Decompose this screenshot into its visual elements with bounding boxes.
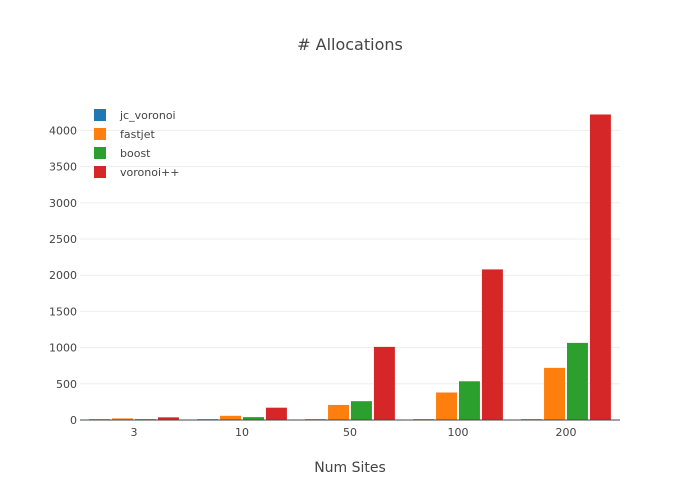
legend-label: fastjet	[120, 128, 155, 141]
x-tick-label: 10	[235, 426, 249, 439]
legend-swatch	[94, 109, 106, 121]
y-tick-label: 500	[56, 378, 77, 391]
x-tick-label: 200	[556, 426, 577, 439]
y-tick-label: 1500	[49, 305, 77, 318]
chart-title: # Allocations	[297, 35, 403, 54]
series-boost	[135, 342, 588, 420]
bar[interactable]	[351, 401, 372, 420]
bar[interactable]	[157, 417, 179, 420]
bar[interactable]	[436, 392, 457, 420]
legend-swatch	[94, 128, 106, 140]
bar[interactable]	[481, 269, 503, 420]
y-tick-label: 3500	[49, 161, 77, 174]
series-voronoi++	[157, 114, 611, 420]
bar[interactable]	[567, 342, 588, 420]
series-fastjet	[112, 367, 565, 420]
legend-item-jc_voronoi[interactable]: jc_voronoi	[94, 109, 176, 122]
x-tick-label: 100	[448, 426, 469, 439]
y-tick-label: 2000	[49, 269, 77, 282]
y-tick-label: 4000	[49, 124, 77, 137]
bars	[89, 114, 611, 420]
bar[interactable]	[220, 415, 241, 420]
bar[interactable]	[112, 418, 133, 420]
legend-item-fastjet[interactable]: fastjet	[94, 128, 155, 141]
legend-item-voronoi++[interactable]: voronoi++	[94, 166, 179, 179]
bar[interactable]	[544, 367, 565, 420]
bar[interactable]	[328, 404, 349, 420]
bar[interactable]	[459, 381, 480, 420]
legend-swatch	[94, 166, 106, 178]
legend-label: boost	[120, 147, 151, 160]
x-axis-title: Num Sites	[314, 460, 386, 476]
legend-label: voronoi++	[120, 166, 179, 179]
y-tick-label: 2500	[49, 233, 77, 246]
bar[interactable]	[265, 407, 287, 420]
x-tick-label: 3	[131, 426, 138, 439]
y-tick-label: 0	[70, 414, 77, 427]
bar[interactable]	[589, 114, 611, 420]
y-axis-ticks: 0 500 1000 1500 2000 2500 3000 3500 4000	[49, 124, 77, 427]
y-tick-label: 3000	[49, 197, 77, 210]
x-tick-label: 50	[343, 426, 357, 439]
bar[interactable]	[243, 417, 264, 420]
legend-swatch	[94, 147, 106, 159]
legend-item-boost[interactable]: boost	[94, 147, 151, 160]
grid-lines	[80, 129, 620, 385]
x-axis-ticks: 3 10 50 100 200	[131, 426, 577, 439]
y-tick-label: 1000	[49, 342, 77, 355]
bar[interactable]	[373, 346, 395, 420]
legend-label: jc_voronoi	[119, 109, 176, 122]
